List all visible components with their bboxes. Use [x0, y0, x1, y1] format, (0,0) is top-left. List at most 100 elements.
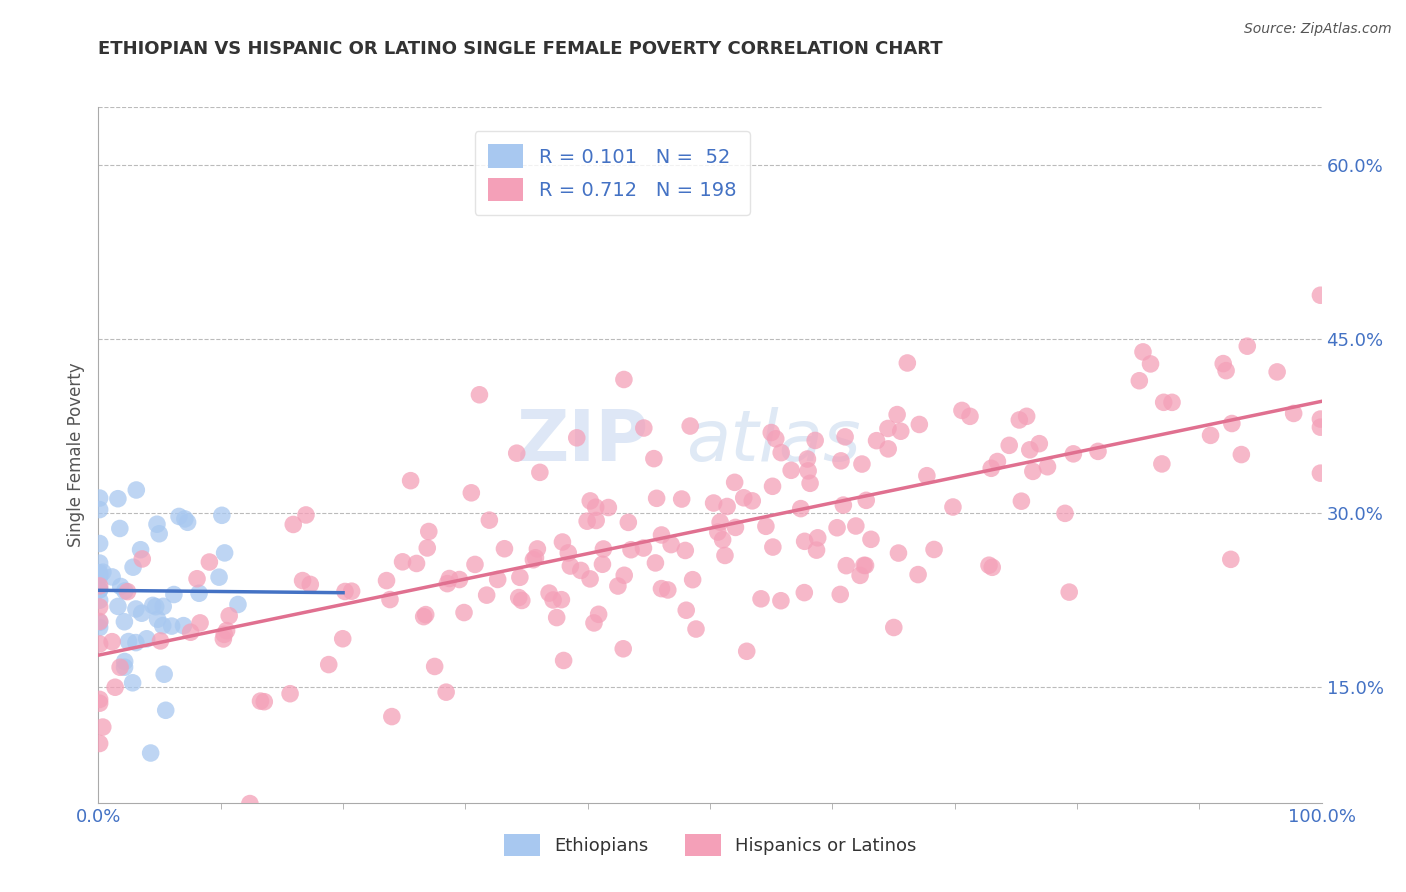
Point: [877, 442, 900, 456]
Point: [613, 568, 636, 582]
Point: [145, 599, 167, 614]
Point: [1087, 444, 1109, 458]
Point: [576, 514, 599, 528]
Point: [585, 513, 607, 527]
Point: [591, 558, 613, 572]
Point: [89, 593, 111, 607]
Point: [1128, 374, 1150, 388]
Point: [89, 615, 111, 629]
Point: [770, 445, 793, 459]
Point: [617, 516, 640, 530]
Y-axis label: Single Female Poverty: Single Female Poverty: [66, 363, 84, 547]
Point: [886, 408, 908, 422]
Point: [139, 746, 162, 760]
Point: [657, 582, 679, 597]
Point: [546, 610, 568, 624]
Point: [852, 558, 875, 573]
Point: [167, 509, 190, 524]
Point: [89, 570, 111, 584]
Point: [153, 667, 176, 681]
Point: [633, 421, 655, 435]
Point: [1199, 428, 1222, 442]
Point: [332, 632, 354, 646]
Point: [650, 528, 672, 542]
Point: [1309, 288, 1331, 302]
Point: [709, 515, 731, 529]
Point: [1282, 406, 1305, 420]
Point: [907, 567, 929, 582]
Point: [89, 637, 111, 651]
Point: [716, 500, 738, 514]
Point: [188, 586, 211, 600]
Point: [1028, 436, 1050, 450]
Point: [146, 517, 169, 532]
Point: [1022, 464, 1045, 478]
Point: [418, 524, 440, 539]
Point: [1309, 412, 1331, 426]
Point: [89, 567, 111, 582]
Point: [942, 500, 965, 514]
Point: [1153, 395, 1175, 409]
Point: [188, 615, 211, 630]
Point: [434, 685, 457, 699]
Point: [606, 579, 628, 593]
Point: [291, 574, 314, 588]
Point: [1236, 339, 1258, 353]
Point: [569, 564, 592, 578]
Point: [807, 531, 830, 545]
Point: [89, 692, 111, 706]
Point: [405, 557, 427, 571]
Point: [620, 542, 643, 557]
Point: [117, 584, 139, 599]
Point: [703, 496, 725, 510]
Point: [509, 570, 531, 584]
Point: [160, 619, 183, 633]
Point: [101, 570, 124, 584]
Point: [644, 556, 666, 570]
Point: [1230, 448, 1253, 462]
Point: [553, 653, 575, 667]
Point: [551, 535, 574, 549]
Point: [412, 609, 434, 624]
Point: [510, 593, 533, 607]
Point: [214, 546, 236, 560]
Point: [104, 680, 127, 694]
Point: [585, 500, 607, 515]
Point: [851, 457, 873, 471]
Point: [998, 438, 1021, 452]
Point: [415, 607, 437, 622]
Point: [522, 553, 544, 567]
Point: [538, 586, 561, 600]
Point: [557, 546, 579, 560]
Point: [613, 372, 636, 386]
Point: [174, 512, 197, 526]
Point: [765, 432, 787, 446]
Point: [685, 622, 707, 636]
Point: [299, 577, 322, 591]
Point: [1161, 395, 1184, 409]
Point: [135, 632, 157, 646]
Point: [416, 541, 439, 555]
Point: [249, 694, 271, 708]
Point: [131, 606, 153, 620]
Point: [176, 516, 198, 530]
Point: [149, 634, 172, 648]
Point: [671, 491, 693, 506]
Point: [981, 560, 1004, 574]
Point: [565, 431, 588, 445]
Point: [980, 461, 1002, 475]
Point: [215, 624, 238, 638]
Point: [211, 508, 233, 523]
Point: [131, 552, 153, 566]
Point: [494, 541, 516, 556]
Point: [506, 446, 529, 460]
Point: [799, 476, 821, 491]
Point: [107, 599, 129, 614]
Point: [887, 546, 910, 560]
Point: [333, 584, 356, 599]
Point: [790, 501, 813, 516]
Point: [1010, 494, 1032, 508]
Point: [239, 797, 262, 811]
Point: [218, 608, 240, 623]
Point: [796, 452, 818, 467]
